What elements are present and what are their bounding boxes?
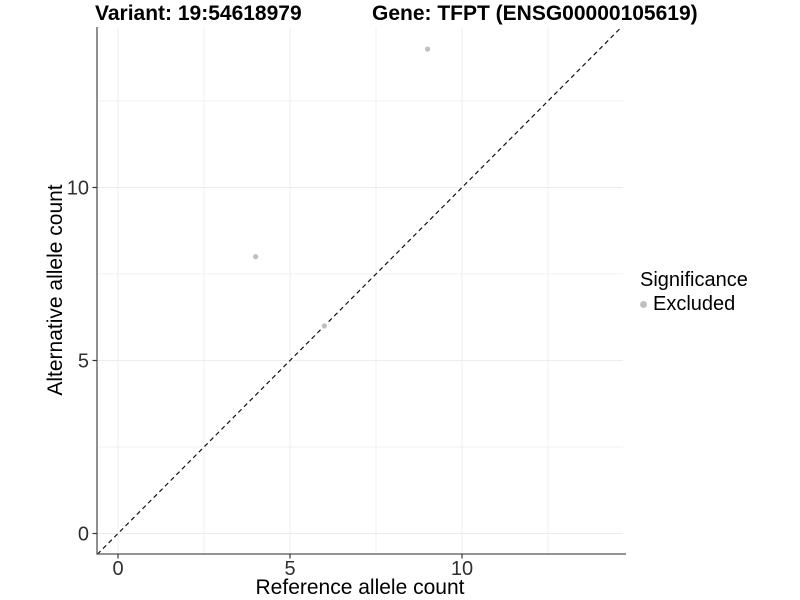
legend-item-label: Excluded [653,293,736,315]
legend-item-excluded: Excluded [640,293,748,315]
legend-title: Significance [640,269,748,291]
variant-title: Variant: 19:54618979 [95,2,302,25]
legend-point-icon [640,300,647,308]
y-axis-title: Alternative allele count [44,184,67,396]
data-point [253,254,259,260]
data-point [425,46,431,52]
y-tick-label: 0 [78,524,89,546]
data-point [321,323,327,329]
x-tick-label: 5 [284,558,295,580]
x-tick-label: 0 [112,558,123,580]
y-tick-label: 5 [78,351,89,373]
gene-title: Gene: TFPT (ENSG00000105619) [372,2,698,25]
legend: Significance Excluded [640,268,748,315]
x-axis-title: Reference allele count [255,576,465,599]
identity-dashed-line [96,27,621,555]
y-tick-label: 10 [67,178,89,200]
x-tick-label: 10 [451,558,473,580]
